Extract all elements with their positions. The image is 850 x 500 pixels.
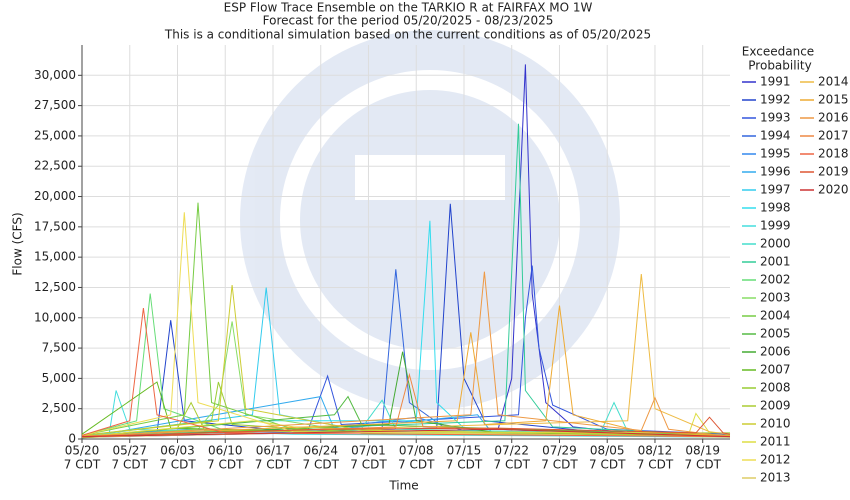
x-tick-label: 06/24 [303, 444, 338, 458]
y-tick-label: 25,000 [34, 128, 76, 142]
flow-trace [81, 308, 731, 438]
legend-label: 2002 [760, 273, 791, 287]
x-tick-label: 7 CDT [64, 458, 101, 472]
legend-label: 1994 [760, 129, 791, 143]
x-tick-label: 08/19 [685, 444, 720, 458]
legend-label: 2009 [760, 399, 791, 413]
flow-trace [81, 265, 731, 438]
x-tick-label: 06/17 [256, 444, 291, 458]
x-axis-label: Time [388, 479, 418, 493]
x-tick-label: 7 CDT [303, 458, 340, 472]
flow-trace [81, 305, 731, 437]
y-tick-label: 27,500 [34, 98, 76, 112]
legend-label: 2014 [818, 75, 849, 89]
x-tick-label: 08/05 [590, 444, 625, 458]
legend-label: 2011 [760, 435, 791, 449]
x-tick-label: 07/08 [399, 444, 434, 458]
y-tick-label: 22,500 [34, 159, 76, 173]
legend-label: 2016 [818, 111, 849, 125]
chart-subtitle: This is a conditional simulation based o… [164, 28, 651, 42]
flow-trace [81, 412, 710, 438]
flow-trace [81, 428, 731, 438]
legend-label: 1997 [760, 183, 791, 197]
legend-label: 1999 [760, 219, 791, 233]
y-tick-label: 30,000 [34, 68, 76, 82]
flow-trace [81, 212, 731, 438]
x-tick-label: 07/22 [494, 444, 529, 458]
flow-trace [81, 271, 731, 438]
legend-label: 2008 [760, 381, 791, 395]
legend-label: 2013 [760, 471, 791, 485]
x-tick-label: 7 CDT [446, 458, 483, 472]
legend-label: 1991 [760, 75, 791, 89]
legend-title: Probability [748, 59, 811, 73]
legend-label: 2017 [818, 129, 849, 143]
legend-label: 2018 [818, 147, 849, 161]
x-tick-label: 7 CDT [637, 458, 674, 472]
y-tick-label: 15,000 [34, 250, 76, 264]
legend-label: 2005 [760, 327, 791, 341]
legend-label: 2003 [760, 291, 791, 305]
legend-label: 2000 [760, 237, 791, 251]
y-tick-label: 17,500 [34, 219, 76, 233]
flow-trace [81, 274, 731, 438]
y-tick-label: 10,000 [34, 310, 76, 324]
y-tick-label: 0 [68, 432, 76, 446]
y-tick-label: 5,000 [42, 371, 76, 385]
legend-label: 2010 [760, 417, 791, 431]
legend-label: 1998 [760, 201, 791, 215]
legend-label: 1993 [760, 111, 791, 125]
chart-title: ESP Flow Trace Ensemble on the TARKIO R … [224, 1, 593, 15]
y-tick-label: 12,500 [34, 280, 76, 294]
legend-label: 2001 [760, 255, 791, 269]
y-tick-label: 7,500 [42, 341, 76, 355]
legend-label: 1995 [760, 147, 791, 161]
x-tick-label: 7 CDT [159, 458, 196, 472]
legend-label: 2006 [760, 345, 791, 359]
flow-trace [81, 399, 731, 438]
x-tick-label: 08/12 [638, 444, 673, 458]
x-tick-label: 7 CDT [255, 458, 292, 472]
legend-label: 1996 [760, 165, 791, 179]
x-tick-label: 7 CDT [589, 458, 626, 472]
legend-label: 2015 [818, 93, 849, 107]
x-tick-label: 06/10 [208, 444, 243, 458]
flow-trace [81, 390, 731, 439]
x-tick-label: 7 CDT [112, 458, 149, 472]
legend-label: 2004 [760, 309, 791, 323]
legend-title: Exceedance [742, 45, 814, 59]
legend-label: 1992 [760, 93, 791, 107]
legend-label: 2007 [760, 363, 791, 377]
x-tick-label: 07/29 [542, 444, 577, 458]
flow-trace [81, 416, 731, 438]
legend-label: 2012 [760, 453, 791, 467]
y-tick-label: 20,000 [34, 189, 76, 203]
x-tick-label: 7 CDT [207, 458, 244, 472]
y-axis-label: Flow (CFS) [11, 212, 25, 275]
x-tick-label: 7 CDT [350, 458, 387, 472]
x-tick-label: 07/15 [447, 444, 482, 458]
x-tick-label: 7 CDT [398, 458, 435, 472]
x-tick-label: 7 CDT [494, 458, 531, 472]
x-tick-label: 05/27 [112, 444, 147, 458]
x-tick-label: 05/20 [65, 444, 100, 458]
y-tick-label: 2,500 [42, 401, 76, 415]
x-tick-label: 7 CDT [685, 458, 722, 472]
x-tick-label: 07/01 [351, 444, 386, 458]
chart-subtitle: Forecast for the period 05/20/2025 - 08/… [263, 14, 554, 28]
x-tick-label: 7 CDT [541, 458, 578, 472]
legend-label: 2019 [818, 165, 849, 179]
noaa-watermark [240, 30, 620, 410]
x-tick-label: 06/03 [160, 444, 195, 458]
legend-label: 2020 [818, 183, 849, 197]
